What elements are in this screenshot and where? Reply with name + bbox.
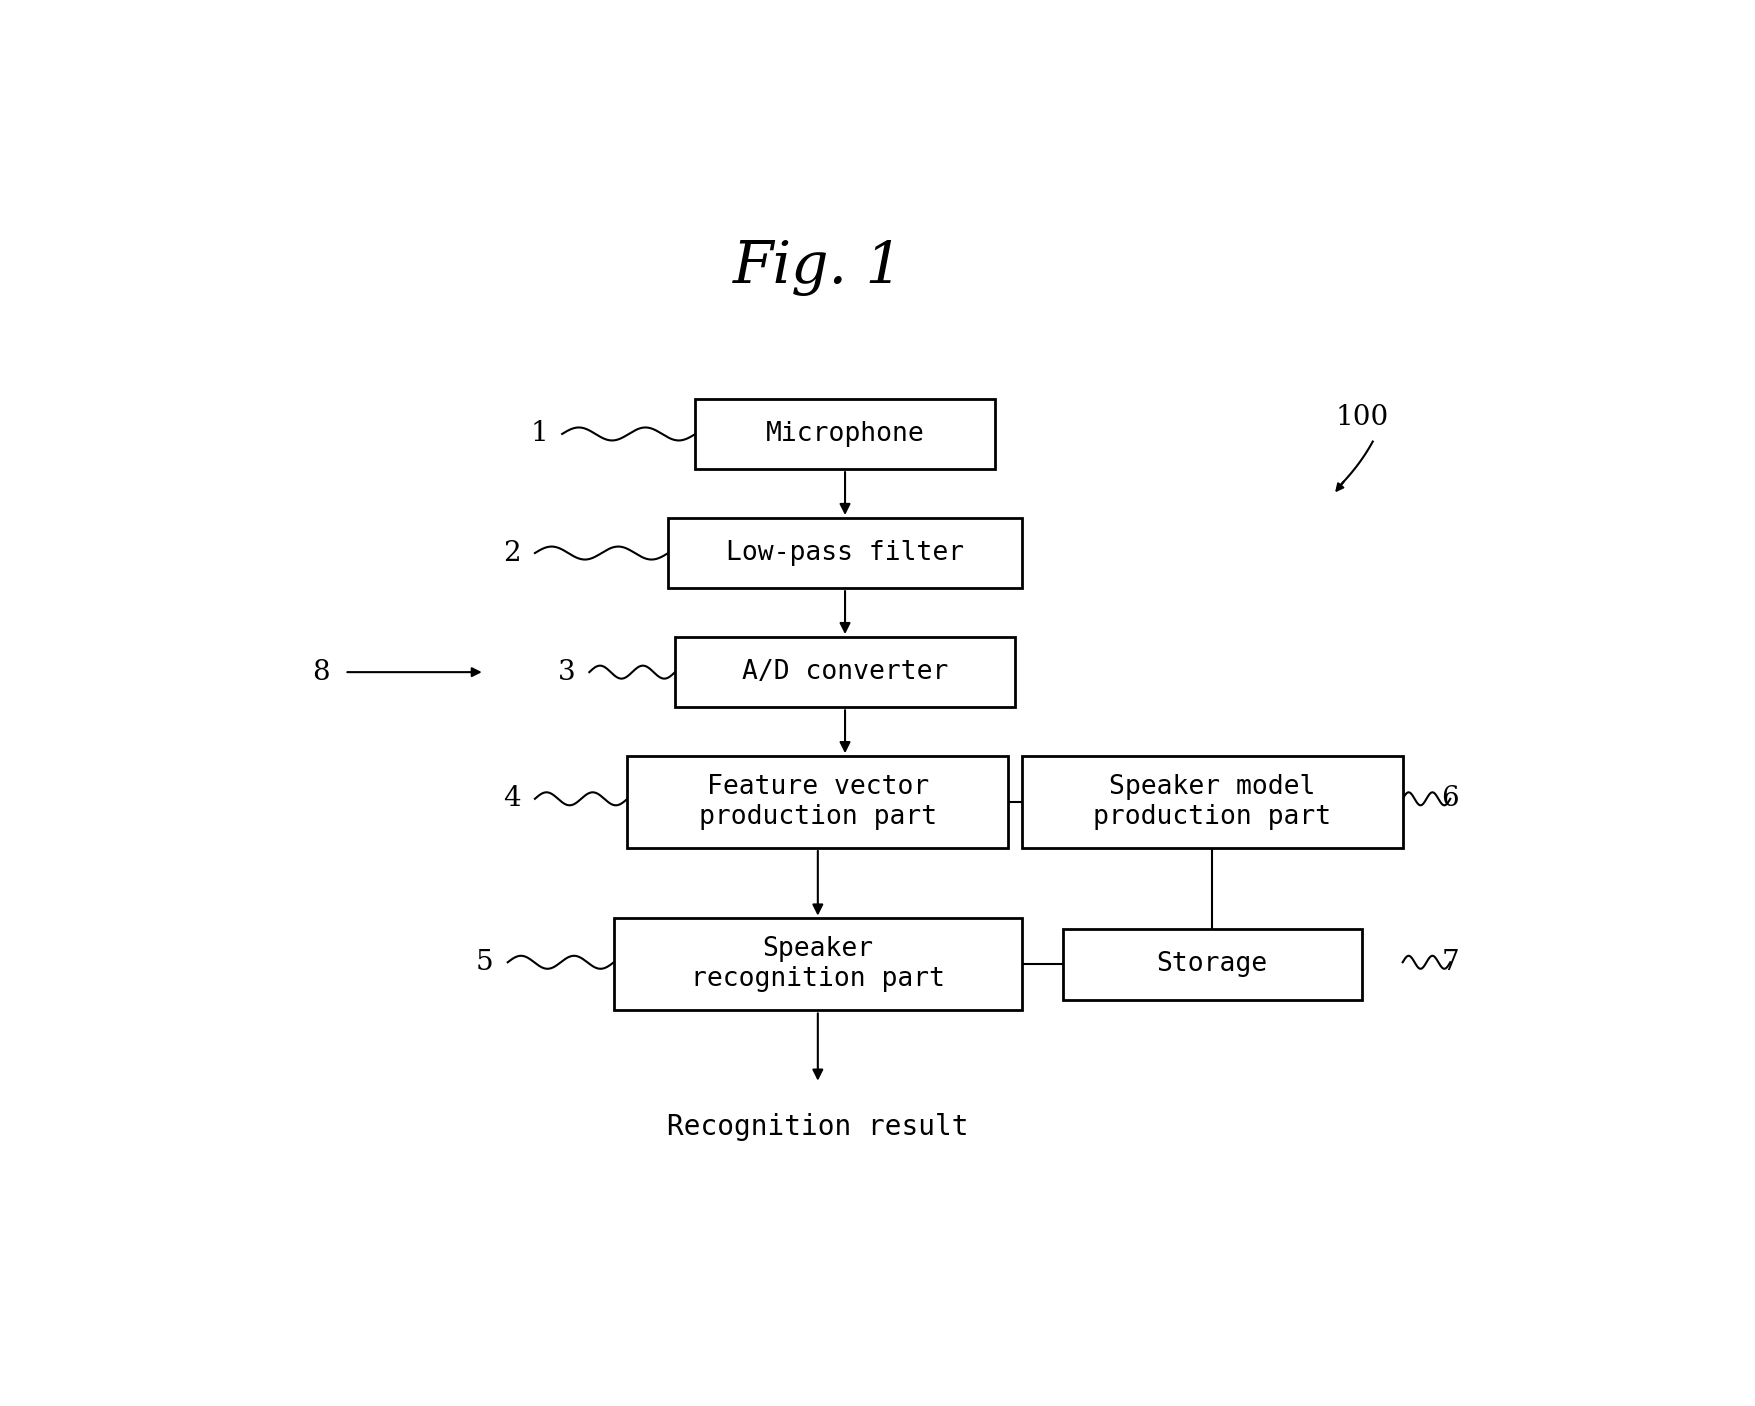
Bar bbox=[1064, 929, 1362, 1000]
Bar bbox=[676, 637, 1014, 707]
Text: Recognition result: Recognition result bbox=[667, 1112, 969, 1140]
Text: 1: 1 bbox=[530, 420, 548, 447]
Text: 4: 4 bbox=[504, 786, 521, 813]
Text: Speaker
recognition part: Speaker recognition part bbox=[691, 936, 944, 993]
Text: 7: 7 bbox=[1441, 949, 1458, 976]
Bar bbox=[627, 756, 1007, 848]
Text: 100: 100 bbox=[1336, 404, 1388, 432]
Text: A/D converter: A/D converter bbox=[742, 659, 948, 685]
Text: 6: 6 bbox=[1441, 786, 1458, 813]
Bar bbox=[614, 918, 1021, 1011]
Bar bbox=[695, 399, 995, 470]
Text: 3: 3 bbox=[558, 658, 576, 686]
Bar bbox=[1021, 756, 1402, 848]
Text: 2: 2 bbox=[504, 540, 521, 567]
Text: 5: 5 bbox=[476, 949, 493, 976]
Text: Speaker model
production part: Speaker model production part bbox=[1093, 775, 1332, 830]
Text: Fig. 1: Fig. 1 bbox=[732, 239, 904, 295]
Bar bbox=[669, 517, 1021, 588]
Text: Low-pass filter: Low-pass filter bbox=[727, 540, 963, 567]
Text: 8: 8 bbox=[312, 658, 330, 686]
Text: Feature vector
production part: Feature vector production part bbox=[698, 775, 937, 830]
Text: Microphone: Microphone bbox=[765, 420, 925, 447]
Text: Storage: Storage bbox=[1157, 952, 1267, 977]
